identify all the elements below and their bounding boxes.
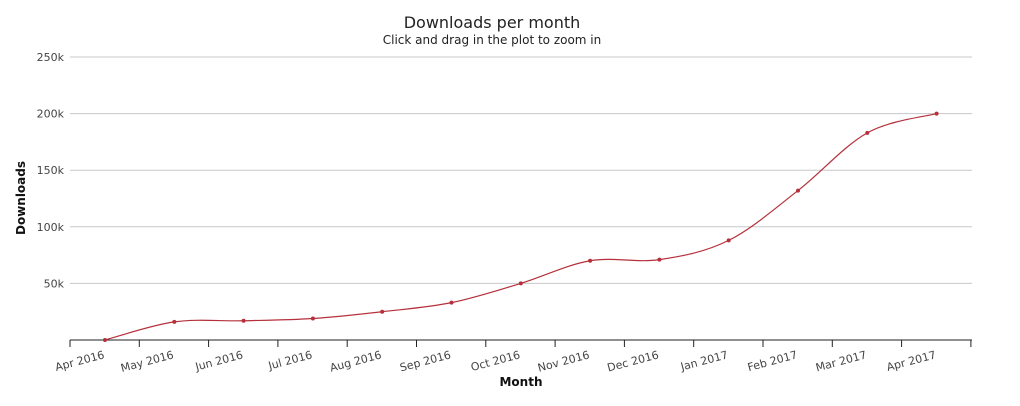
x-axis-ticks: Apr 2016 May 2016 Jun 2016 Jul 2016 Aug 2016… (54, 340, 972, 375)
x-tick-label: Dec 2016 (606, 348, 660, 374)
data-point[interactable] (726, 238, 731, 243)
data-point[interactable] (588, 258, 593, 263)
x-tick-label: Nov 2016 (536, 348, 591, 374)
x-tick-label: Jan 2017 (678, 348, 729, 373)
y-axis-title: Downloads (14, 161, 28, 235)
data-point[interactable] (172, 319, 177, 324)
series-layer (103, 111, 939, 342)
x-tick-label: Jun 2016 (193, 348, 244, 373)
x-tick-label: Jul 2016 (266, 348, 314, 372)
chart-title: Downloads per month (404, 13, 581, 32)
x-tick-label: Apr 2016 (54, 348, 106, 374)
data-point[interactable] (796, 188, 800, 193)
y-tick-label: 150k (37, 164, 65, 177)
x-tick-label: May 2016 (119, 348, 175, 375)
data-point[interactable] (103, 338, 107, 342)
data-point[interactable] (380, 309, 385, 314)
data-point[interactable] (449, 300, 454, 305)
data-point[interactable] (865, 130, 870, 135)
y-tick-label: 250k (37, 51, 65, 64)
x-tick-label: Apr 2017 (885, 348, 937, 374)
data-point[interactable] (934, 111, 939, 116)
x-axis-title: Month (499, 375, 542, 389)
data-point[interactable] (657, 257, 662, 262)
x-tick-label: Mar 2017 (814, 348, 868, 374)
data-point[interactable] (241, 318, 246, 323)
chart-subtitle: Click and drag in the plot to zoom in (383, 33, 602, 47)
x-tick-label: Oct 2016 (469, 348, 521, 374)
data-point[interactable] (310, 316, 315, 321)
x-tick-label: Sep 2016 (398, 348, 452, 374)
y-tick-label: 100k (37, 221, 65, 234)
y-axis-ticks: 50k 100k 150k 200k 250k (37, 51, 65, 290)
x-tick-label: Feb 2017 (746, 348, 799, 374)
y-tick-label: 50k (44, 277, 65, 290)
x-tick-label: Aug 2016 (328, 348, 383, 374)
gridlines (70, 56, 972, 284)
y-tick-label: 200k (37, 108, 65, 121)
data-point[interactable] (518, 281, 523, 286)
